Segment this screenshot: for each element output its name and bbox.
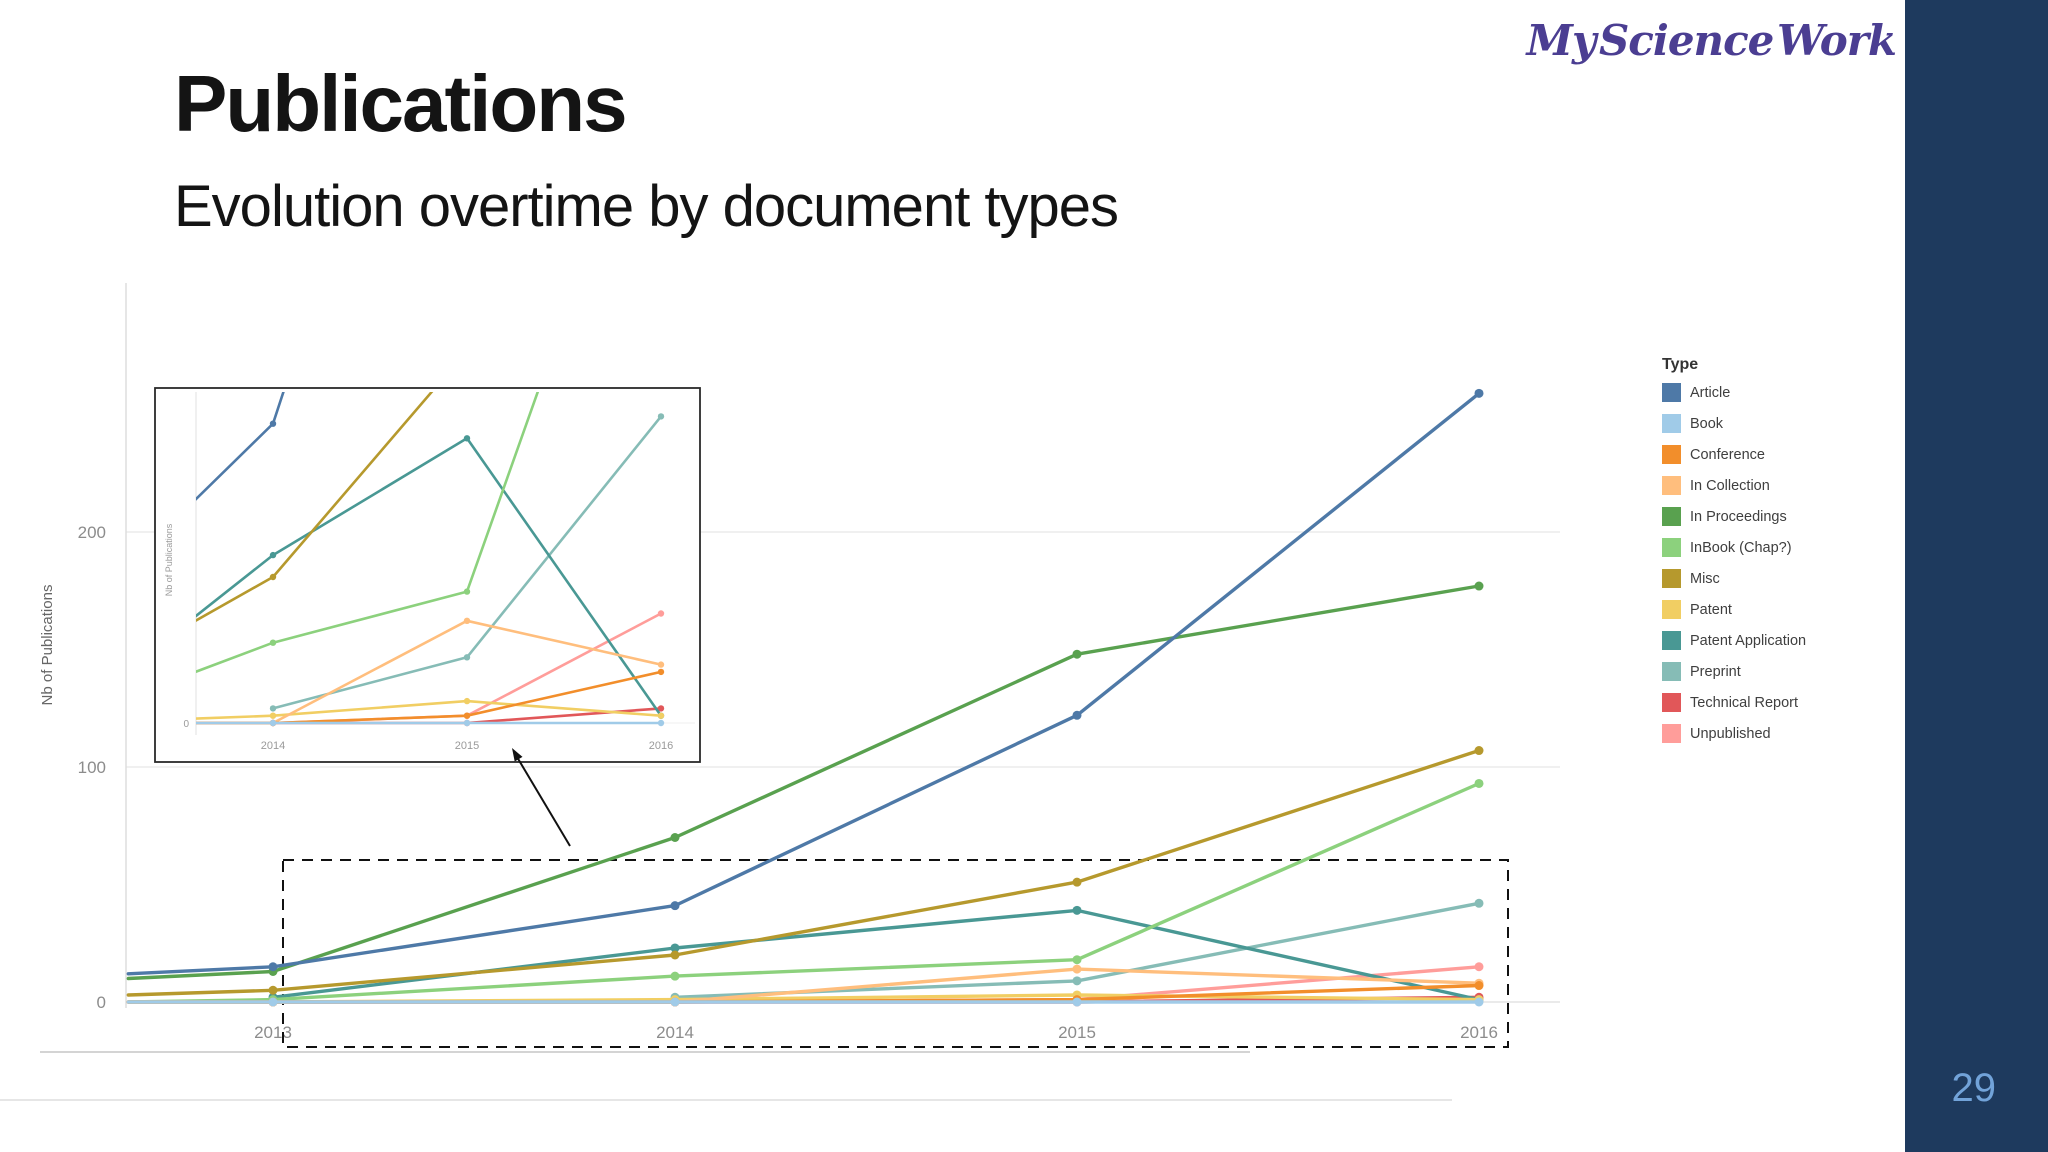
page-subtitle: Evolution overtime by document types (174, 174, 1119, 239)
series-book (126, 997, 1484, 1007)
legend-item-unpublished: Unpublished (1662, 724, 1907, 743)
legend-item-misc: Misc (1662, 569, 1907, 588)
x-tick-label: 2016 (1460, 1023, 1498, 1042)
dashed-zoom-region (282, 859, 1509, 1048)
legend-item-technical-report: Technical Report (1662, 693, 1907, 712)
x-tick-label: 2013 (254, 1023, 292, 1042)
legend-swatch (1662, 507, 1681, 526)
legend-label: Unpublished (1690, 725, 1771, 742)
legend-swatch (1662, 569, 1681, 588)
x-tick-label: 2015 (1058, 1023, 1096, 1042)
legend-label: Article (1690, 384, 1731, 401)
y-tick-label: 0 (97, 993, 106, 1012)
legend-item-book: Book (1662, 414, 1907, 433)
inset-zoom-chart: 0 2014 2015 2016 Nb of Publications (154, 387, 701, 763)
legend-swatch (1662, 631, 1681, 650)
zoom-arrow (512, 748, 571, 847)
legend-label: Technical Report (1690, 694, 1798, 711)
legend-label: Patent Application (1690, 632, 1807, 649)
legend-label: In Collection (1690, 477, 1770, 494)
legend-swatch (1662, 383, 1681, 402)
inset-x-tick-label: 2014 (261, 740, 285, 752)
legend-label: In Proceedings (1690, 508, 1787, 525)
series-article (126, 388, 1484, 976)
legend-item-inbook-chap: InBook (Chap?) (1662, 538, 1907, 557)
legend-item-preprint: Preprint (1662, 662, 1907, 681)
inset-y-axis-title: Nb of Publications (164, 523, 174, 596)
legend-swatch (1662, 445, 1681, 464)
legend-swatch (1662, 662, 1681, 681)
legend-label: Misc (1690, 570, 1720, 587)
legend-label: InBook (Chap?) (1690, 539, 1792, 556)
legend-label: Conference (1690, 446, 1765, 463)
chart-legend: Type Article Book Conference In Collection I… (1662, 356, 1907, 755)
legend-item-conference: Conference (1662, 445, 1907, 464)
inset-labels: 0 2014 2015 2016 Nb of Publications (164, 523, 673, 752)
legend-item-patent-application: Patent Application (1662, 631, 1907, 650)
legend-item-patent: Patent (1662, 600, 1907, 619)
legend-swatch (1662, 693, 1681, 712)
inset-y-zero-label: 0 (183, 719, 189, 730)
legend-item-in-collection: In Collection (1662, 476, 1907, 495)
legend-label: Book (1690, 415, 1724, 432)
page-title: Publications (174, 59, 628, 148)
legend-label: Patent (1690, 601, 1732, 618)
y-axis-title: Nb of Publications (39, 585, 56, 706)
y-tick-label: 100 (78, 758, 106, 777)
mysciencework-logo: My Science Work (1526, 16, 1897, 65)
inset-x-tick-label: 2015 (455, 740, 479, 752)
legend-label: Preprint (1690, 663, 1741, 680)
legend-swatch (1662, 724, 1681, 743)
legend-item-in-proceedings: In Proceedings (1662, 507, 1907, 526)
sidebar: 29 (1905, 0, 2048, 1152)
y-tick-label: 200 (78, 523, 106, 542)
legend-title: Type (1662, 356, 1699, 373)
series-inbook-chap (126, 778, 1484, 1005)
inset-x-tick-label: 2016 (649, 740, 673, 752)
legend-swatch (1662, 538, 1681, 557)
legend-swatch (1662, 476, 1681, 495)
legend-item-article: Article (1662, 383, 1907, 402)
legend-swatch (1662, 600, 1681, 619)
main-series (126, 388, 1484, 1007)
x-tick-label: 2014 (656, 1023, 694, 1042)
series-in-proceedings (126, 581, 1484, 981)
legend-swatch (1662, 414, 1681, 433)
page-number: 29 (1951, 1066, 1997, 1110)
series-misc (126, 746, 1484, 997)
